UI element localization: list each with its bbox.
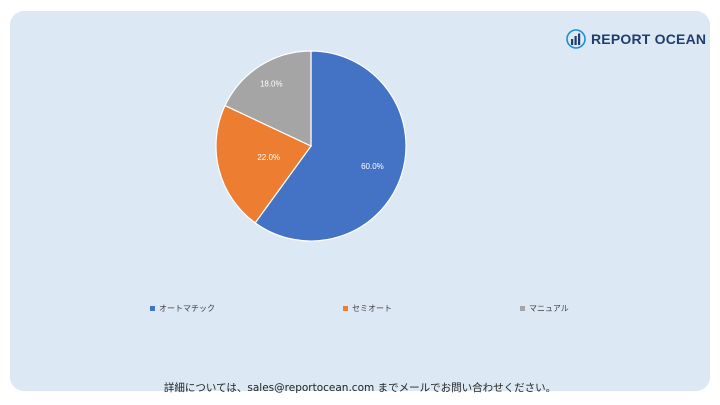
pie-data-label-2: 22.0% <box>257 153 280 162</box>
legend-item-1: オートマチック <box>150 303 215 314</box>
pie-slices <box>215 50 407 242</box>
pie-data-labels: 60.0% 22.0% 18.0% <box>257 79 383 171</box>
legend-label: セミオート <box>352 304 392 313</box>
brand-logo: REPORT OCEAN <box>566 28 706 50</box>
footer-contact-text: 詳細については、sales@reportocean.com までメールでお問い合… <box>163 382 557 394</box>
legend-swatch <box>520 306 525 311</box>
legend-item-2: セミオート <box>343 303 392 314</box>
brand-name: REPORT OCEAN <box>591 31 707 47</box>
legend-swatch <box>343 306 348 311</box>
pie-data-label-1: 60.0% <box>361 162 384 171</box>
report-ocean-logo-icon <box>566 29 586 49</box>
legend-label: マニュアル <box>529 304 569 313</box>
legend-item-3: マニュアル <box>520 303 569 314</box>
pie-slice-3 <box>224 50 312 147</box>
pie-data-label-3: 18.0% <box>260 79 283 88</box>
legend-label: オートマチック <box>159 304 215 313</box>
legend-swatch <box>150 306 155 311</box>
pie-slice-1 <box>254 50 407 242</box>
